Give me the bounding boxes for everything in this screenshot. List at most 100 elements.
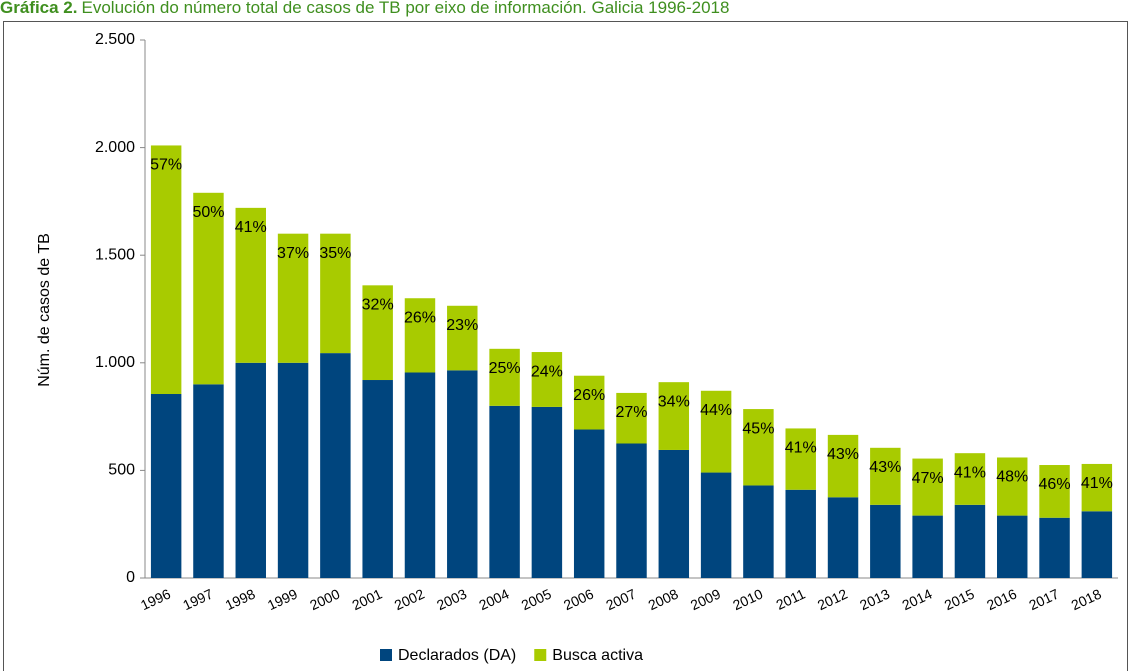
bar-segment: [1039, 465, 1070, 518]
bar-segment: [489, 348, 520, 406]
x-tick-label: 1997: [180, 585, 215, 613]
bar-segment: [616, 392, 647, 444]
bar-segment: [573, 375, 605, 430]
data-label: 44%: [700, 402, 732, 419]
data-label: 26%: [404, 309, 436, 326]
x-tick-label: 2012: [815, 585, 850, 613]
bar-segment: [1039, 517, 1070, 578]
x-tick-label: 2004: [476, 585, 511, 613]
bar-segment: [193, 384, 224, 578]
bar-segment: [870, 504, 901, 578]
y-tick-label: 2.000: [95, 139, 135, 156]
x-tick-label: 2002: [392, 585, 427, 613]
bar-segment: [489, 405, 520, 578]
x-tick-label: 2018: [1069, 585, 1104, 613]
data-label: 43%: [869, 459, 901, 476]
data-label: 41%: [235, 219, 267, 236]
data-label: 26%: [573, 387, 605, 404]
chart-title-label: Gráfica 2.: [0, 0, 78, 17]
bar-segment: [700, 472, 732, 578]
bar-segment: [320, 353, 351, 578]
y-axis-label: Núm. de casos de TB: [36, 233, 53, 387]
bar-segment: [743, 409, 774, 486]
bar-segment: [785, 428, 816, 490]
data-label: 50%: [192, 204, 224, 221]
data-label: 24%: [531, 363, 563, 380]
data-label: 41%: [954, 464, 986, 481]
bar-segment: [785, 489, 816, 578]
bar-segment: [404, 372, 436, 578]
x-tick-label: 2001: [350, 585, 385, 613]
bar-segment: [573, 429, 605, 578]
bar-segment: [658, 382, 690, 450]
bar-segment: [870, 447, 901, 505]
bar-segment: [531, 352, 563, 407]
data-label: 25%: [489, 360, 521, 377]
bar-segment: [658, 449, 690, 578]
data-label: 35%: [319, 245, 351, 262]
data-label: 34%: [658, 393, 690, 410]
x-tick-label: 2003: [434, 585, 469, 613]
bar-segment: [1081, 463, 1113, 512]
bar-segment: [362, 380, 393, 578]
y-tick-label: 1.500: [95, 246, 135, 263]
bar-segment: [235, 362, 266, 578]
x-tick-label: 2005: [519, 585, 554, 613]
x-tick-label: 2011: [774, 585, 808, 612]
bar-segment: [912, 458, 943, 516]
bar-segment: [827, 497, 859, 578]
bar-segment: [447, 370, 478, 578]
bar-segment: [193, 192, 224, 385]
x-tick-label: 1996: [138, 585, 173, 613]
x-tick-label: 2008: [646, 585, 681, 613]
y-tick-label: 1.000: [95, 354, 135, 371]
bar-segment: [616, 443, 647, 578]
x-tick-label: 1998: [223, 585, 258, 613]
x-tick-label: 2014: [899, 585, 934, 613]
x-tick-label: 2013: [857, 585, 892, 613]
data-label: 57%: [150, 157, 182, 174]
x-tick-label: 2010: [730, 585, 765, 613]
y-tick-label: 2.500: [95, 31, 135, 48]
bar-segment: [912, 515, 943, 578]
y-tick-label: 500: [108, 462, 135, 479]
bar-segment: [404, 298, 436, 373]
data-label: 43%: [827, 446, 859, 463]
legend-swatch: [380, 649, 392, 661]
bar-segment: [150, 394, 182, 578]
chart-title-group: Gráfica 2. Evolución do número total de c…: [0, 0, 729, 17]
legend-label: Busca activa: [552, 647, 643, 664]
bar-segment: [997, 515, 1028, 578]
x-tick-label: 2016: [984, 585, 1019, 613]
x-tick-label: 2009: [688, 585, 723, 613]
bar-segment: [1081, 511, 1113, 578]
chart-title: Evolución do número total de casos de TB…: [82, 0, 730, 17]
data-label: 48%: [996, 469, 1028, 486]
chart-frame: [3, 21, 1128, 671]
data-label: 41%: [1081, 475, 1113, 492]
bar-segment: [235, 207, 266, 363]
bar-segment: [700, 390, 732, 473]
bar-segment: [743, 485, 774, 578]
legend-label: Declarados (DA): [398, 647, 516, 664]
y-tick-label: 0: [126, 569, 135, 586]
data-label: 46%: [1039, 476, 1071, 493]
x-tick-label: 2006: [561, 585, 596, 613]
x-tick-label: 2007: [603, 585, 638, 613]
bar-segment: [277, 233, 309, 363]
x-tick-label: 2000: [307, 585, 342, 613]
bar-segment: [531, 406, 563, 578]
data-label: 41%: [785, 440, 817, 457]
bar-segment: [320, 233, 351, 354]
bar-segment: [277, 362, 309, 578]
data-label: 23%: [446, 317, 478, 334]
bar-segment: [827, 434, 859, 498]
x-tick-label: 2017: [1026, 585, 1061, 613]
data-label: 45%: [742, 420, 774, 437]
data-label: 27%: [615, 404, 647, 421]
x-tick-label: 1999: [265, 585, 300, 613]
bar-segment: [362, 285, 393, 381]
bar-segment: [997, 457, 1028, 516]
bar-segment: [954, 453, 986, 505]
